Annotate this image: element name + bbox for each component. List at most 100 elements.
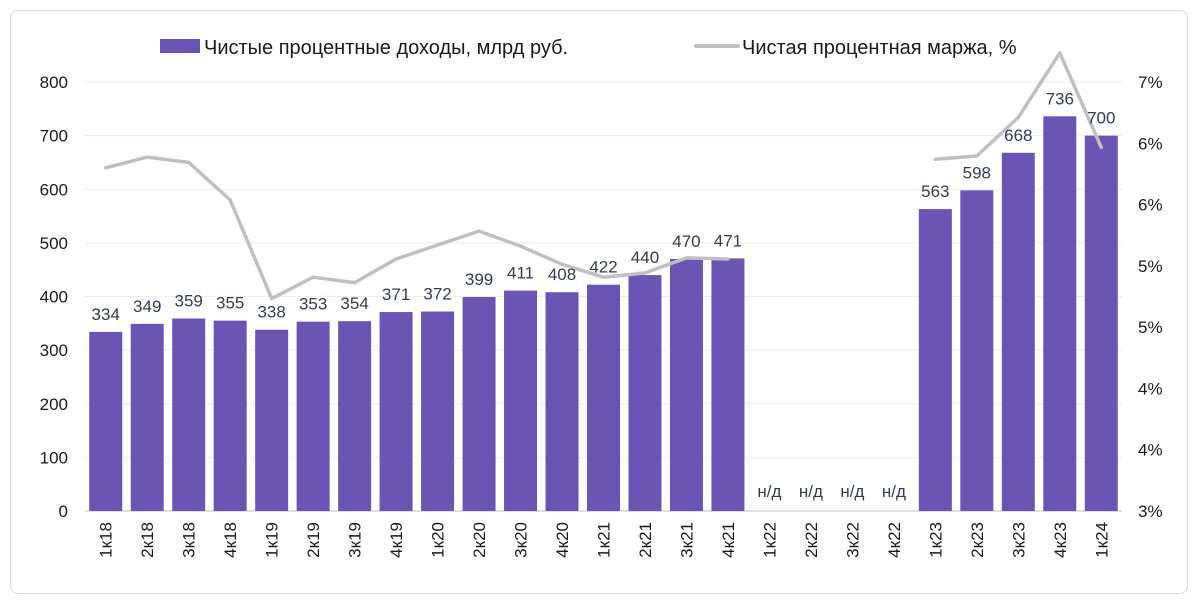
bar-value-label: 411 bbox=[507, 264, 534, 283]
x-tick-label: 1к22 bbox=[760, 522, 779, 558]
line-series bbox=[103, 51, 1104, 301]
bar-value-label: 338 bbox=[257, 303, 285, 322]
bar bbox=[504, 290, 538, 511]
bar-value-label: 470 bbox=[672, 232, 700, 251]
line-point bbox=[726, 257, 730, 261]
y-left-tick-label: 200 bbox=[40, 395, 68, 414]
bar bbox=[1084, 135, 1118, 511]
line-point bbox=[643, 271, 647, 275]
bar-value-label: 349 bbox=[133, 297, 161, 316]
y-right-tick-label: 4% bbox=[1138, 441, 1163, 460]
bar-value-label: 422 bbox=[589, 258, 617, 277]
line-point bbox=[394, 257, 398, 261]
bar bbox=[587, 284, 620, 511]
y-left-tick-label: 500 bbox=[40, 234, 68, 253]
bar bbox=[421, 311, 455, 511]
bar-value-label: 736 bbox=[1046, 89, 1074, 108]
x-tick-label: 3к18 bbox=[180, 522, 199, 558]
data-labels: 334 349 359 355 338 353 354 371 372 399 411 408 422 4… bbox=[92, 89, 1116, 501]
legend: Чистые процентные доходы, млрд руб. Чист… bbox=[160, 37, 1017, 59]
bar-series bbox=[89, 116, 1118, 511]
bar bbox=[89, 331, 123, 511]
bar-value-label: 334 bbox=[92, 305, 120, 324]
bar-value-label: 700 bbox=[1087, 109, 1115, 128]
bar bbox=[960, 190, 994, 511]
bar-value-label: 371 bbox=[382, 285, 410, 304]
line-point bbox=[1099, 145, 1103, 150]
bar-value-label: 399 bbox=[465, 270, 493, 289]
x-tick-label: 2к19 bbox=[304, 522, 323, 558]
y-right-tick-label: 6% bbox=[1138, 134, 1163, 153]
bar-value-label: 668 bbox=[1004, 126, 1032, 145]
bar-value-label: 359 bbox=[175, 291, 203, 310]
x-tick-label: 2к23 bbox=[968, 522, 987, 558]
bar bbox=[213, 320, 247, 511]
x-tick-label: 2к22 bbox=[802, 522, 821, 558]
bar-value-label: 372 bbox=[423, 285, 451, 304]
x-tick-label: 1к21 bbox=[595, 522, 614, 558]
line-point bbox=[684, 256, 689, 260]
x-tick-label: 4к22 bbox=[885, 522, 904, 558]
y-left-tick-label: 600 bbox=[40, 180, 68, 199]
line-point bbox=[187, 160, 191, 165]
x-tick-label: 3к20 bbox=[512, 522, 531, 558]
line-point bbox=[518, 244, 523, 248]
bar-na-label: н/д bbox=[882, 482, 906, 501]
y-left-tick-label: 400 bbox=[40, 288, 68, 307]
bar-value-label: 563 bbox=[921, 182, 949, 201]
y-left-tick-label: 700 bbox=[40, 127, 68, 146]
line-point bbox=[435, 243, 440, 247]
y-right-tick-label: 6% bbox=[1138, 196, 1163, 215]
line-point bbox=[975, 154, 979, 158]
bar-na-label: н/д bbox=[757, 482, 781, 501]
line-point bbox=[1058, 51, 1062, 55]
bar bbox=[669, 258, 703, 511]
y-right-tick-label: 4% bbox=[1138, 379, 1163, 398]
x-tick-label: 4к23 bbox=[1051, 522, 1070, 558]
line-point bbox=[270, 297, 274, 301]
y-left-tick-label: 0 bbox=[59, 502, 68, 521]
bar bbox=[296, 321, 330, 511]
bar bbox=[379, 312, 413, 511]
y-axis-left: 0 100 200 300 400 500 600 700 800 bbox=[40, 73, 68, 521]
bar-value-label: 354 bbox=[340, 294, 368, 313]
bar bbox=[1043, 116, 1077, 511]
line-point bbox=[1016, 115, 1020, 119]
x-tick-label: 1к18 bbox=[97, 522, 116, 558]
legend-label-line: Чистая процентная маржа, % bbox=[742, 37, 1017, 59]
x-tick-label: 3к19 bbox=[346, 522, 365, 558]
bar-value-label: 471 bbox=[714, 231, 742, 250]
y-axis-right: 3% 4% 4% 5% 5% 6% 6% 7% bbox=[1138, 73, 1163, 521]
x-tick-label: 4к18 bbox=[221, 522, 240, 558]
x-tick-label: 3к22 bbox=[843, 522, 862, 558]
y-left-tick-label: 800 bbox=[40, 73, 68, 92]
bar bbox=[628, 275, 662, 511]
bar-value-label: 353 bbox=[299, 295, 327, 314]
bar bbox=[711, 258, 745, 511]
line-point bbox=[560, 262, 564, 266]
bar-na-label: н/д bbox=[799, 482, 823, 501]
margin-line bbox=[103, 155, 730, 301]
y-left-tick-label: 300 bbox=[40, 341, 68, 360]
x-tick-label: 1к19 bbox=[263, 522, 282, 558]
bar bbox=[338, 321, 372, 511]
x-tick-label: 4к19 bbox=[387, 522, 406, 558]
x-tick-label: 2к20 bbox=[470, 522, 489, 558]
y-right-tick-label: 7% bbox=[1138, 73, 1163, 92]
y-right-tick-label: 5% bbox=[1138, 257, 1163, 276]
bar-value-label: 355 bbox=[216, 294, 244, 313]
bar bbox=[918, 209, 952, 511]
line-point bbox=[228, 198, 232, 202]
bar bbox=[255, 329, 289, 511]
bar-value-label: 408 bbox=[548, 265, 576, 284]
x-tick-label: 1к24 bbox=[1092, 522, 1111, 558]
x-tick-label: 4к21 bbox=[719, 522, 738, 558]
y-left-tick-label: 100 bbox=[40, 448, 68, 467]
bar bbox=[1001, 152, 1035, 511]
line-point bbox=[353, 280, 357, 285]
line-point bbox=[145, 155, 149, 159]
line-point bbox=[311, 275, 315, 279]
bar bbox=[130, 323, 164, 511]
line-point bbox=[601, 275, 606, 279]
